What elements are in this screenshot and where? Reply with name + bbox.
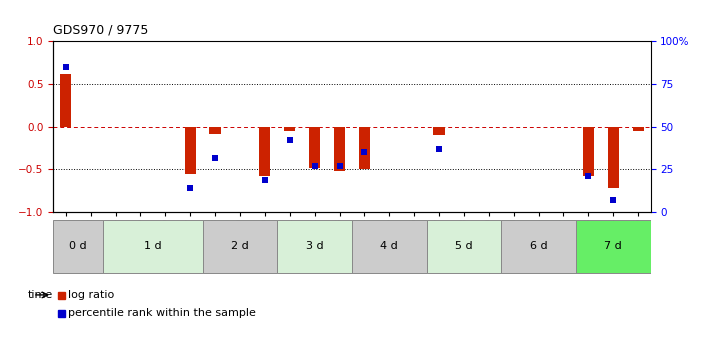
Text: 0 d: 0 d — [70, 241, 87, 251]
FancyBboxPatch shape — [576, 220, 651, 273]
Text: log ratio: log ratio — [68, 290, 114, 300]
Bar — [185, 127, 196, 174]
FancyBboxPatch shape — [203, 220, 277, 273]
Text: 5 d: 5 d — [455, 241, 473, 251]
Bar — [309, 127, 320, 168]
Bar — [58, 292, 65, 299]
FancyBboxPatch shape — [53, 220, 103, 273]
Text: 1 d: 1 d — [144, 241, 161, 251]
Bar — [260, 127, 270, 176]
FancyBboxPatch shape — [501, 220, 576, 273]
Bar — [583, 127, 594, 176]
Text: 4 d: 4 d — [380, 241, 398, 251]
Bar — [60, 74, 71, 127]
Bar — [210, 127, 220, 134]
Bar — [434, 127, 444, 135]
Text: 3 d: 3 d — [306, 241, 324, 251]
Bar — [633, 127, 643, 131]
FancyBboxPatch shape — [352, 220, 427, 273]
Bar — [608, 127, 619, 188]
Bar — [58, 310, 65, 317]
Text: GDS970 / 9775: GDS970 / 9775 — [53, 23, 149, 36]
Text: 7 d: 7 d — [604, 241, 622, 251]
FancyBboxPatch shape — [427, 220, 501, 273]
Bar — [334, 127, 345, 171]
FancyBboxPatch shape — [103, 220, 203, 273]
FancyBboxPatch shape — [277, 220, 352, 273]
Text: percentile rank within the sample: percentile rank within the sample — [68, 308, 256, 318]
Text: 2 d: 2 d — [231, 241, 249, 251]
Bar — [359, 127, 370, 169]
Bar — [284, 127, 295, 131]
Text: time: time — [28, 290, 53, 300]
Text: 6 d: 6 d — [530, 241, 547, 251]
